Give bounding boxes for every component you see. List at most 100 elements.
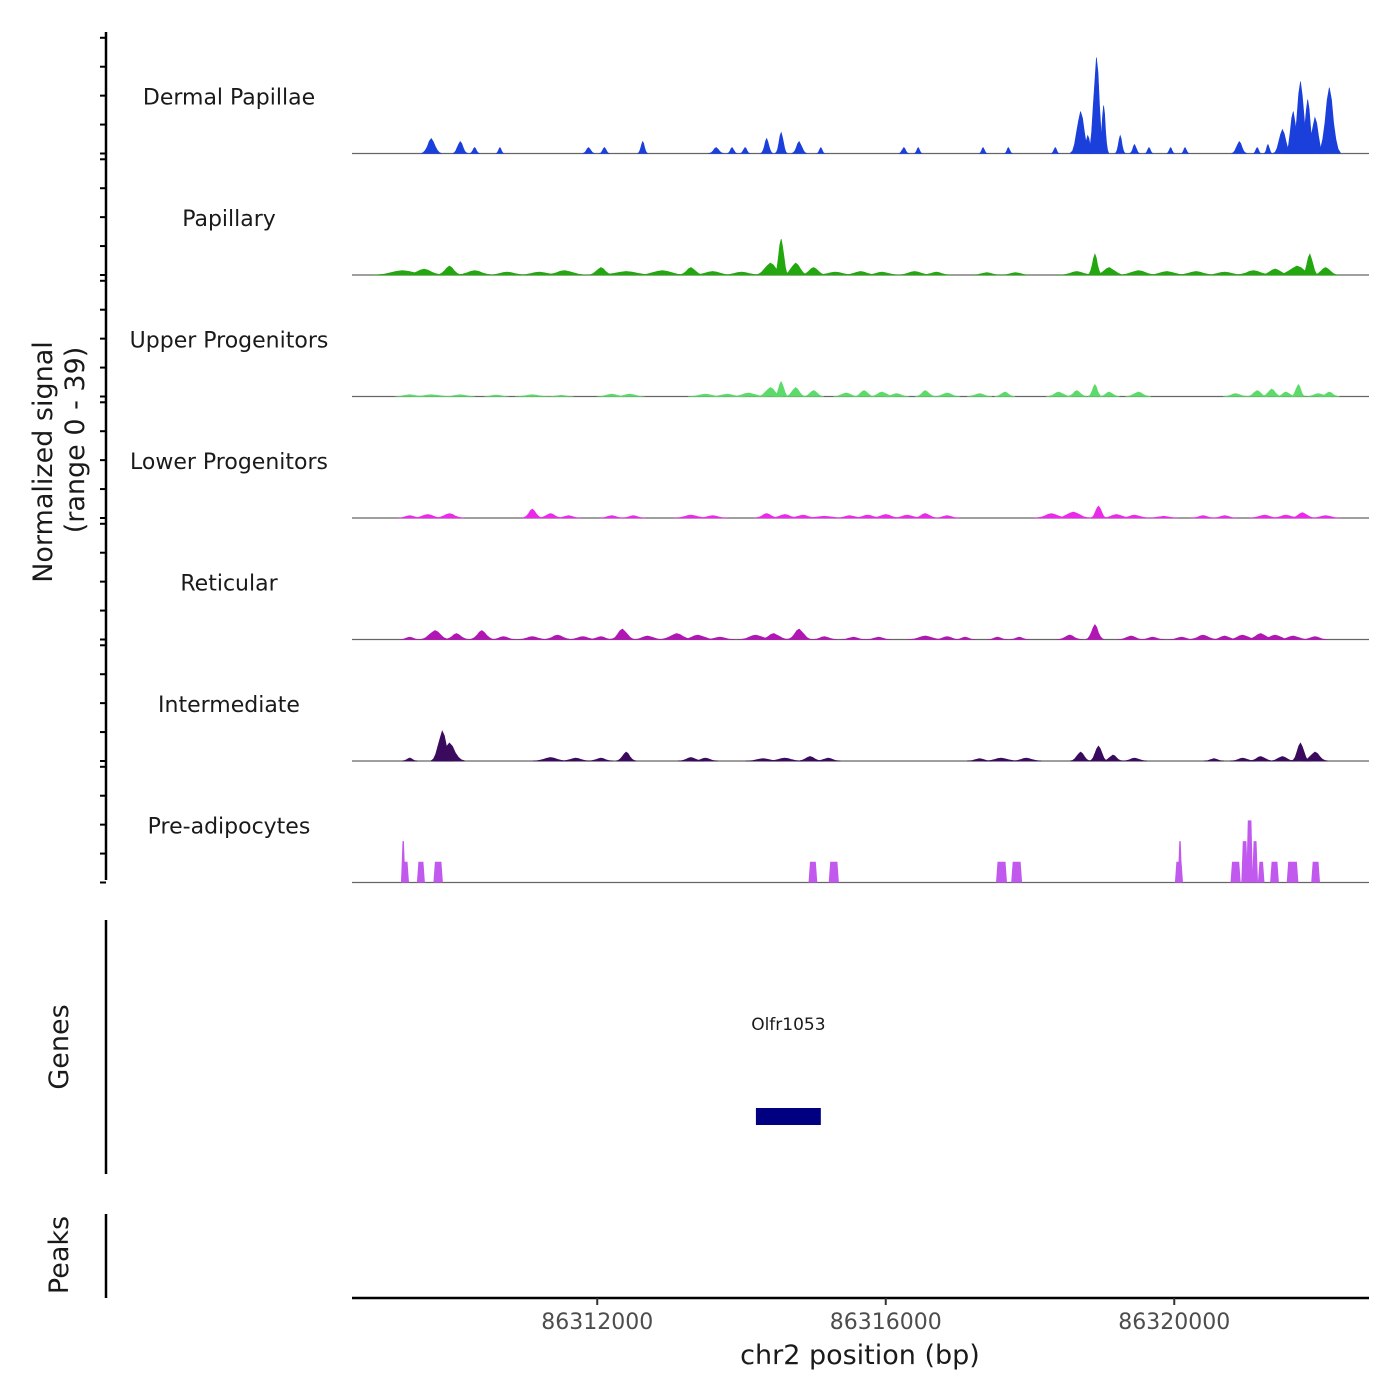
signal-tracks: Dermal Papillae Papillary Upper Progenitor…: [130, 57, 1369, 884]
signal-peak: [983, 757, 1019, 762]
signal-block: [433, 861, 443, 883]
signal-peak: [853, 390, 875, 397]
signal-peak: [708, 147, 724, 154]
track-pre-adipocytes: Pre-adipocytes: [148, 815, 1369, 884]
signal-peak: [443, 633, 470, 640]
signal-block: [1311, 861, 1320, 883]
signal-peak: [913, 146, 923, 154]
signal-peak: [632, 635, 663, 640]
signal-peak: [833, 392, 859, 397]
track-papillary: Papillary: [182, 207, 1369, 276]
signal-peak: [445, 394, 476, 397]
signal-peak: [1269, 756, 1296, 762]
signal-peak: [978, 146, 988, 154]
track-label: Upper Progenitors: [130, 329, 329, 354]
signal-peak: [1289, 512, 1316, 519]
signal-block: [1230, 861, 1241, 883]
signal-peak: [1261, 388, 1282, 397]
signal-peak: [1212, 515, 1238, 519]
signal-block: [416, 861, 425, 883]
signal-peak: [921, 271, 952, 276]
signal-peak: [1144, 146, 1154, 154]
signal-peak: [994, 391, 1016, 397]
signal-peak: [1011, 757, 1042, 762]
signal-peak: [517, 636, 548, 640]
signal-peak: [436, 265, 463, 276]
signal-peak: [1066, 390, 1088, 397]
signal-peak: [636, 270, 688, 276]
signal-peak: [1102, 754, 1124, 762]
signal-peak: [542, 634, 573, 640]
signal-peak: [758, 633, 790, 640]
signal-block: [1257, 861, 1265, 883]
signal-peak: [1118, 635, 1144, 640]
signal-peak: [483, 394, 509, 397]
gene-label: Olfr1053: [751, 1015, 825, 1035]
genes-panel: Olfr1053: [751, 1015, 826, 1125]
signal-block: [1011, 861, 1023, 883]
signal-peak: [1302, 636, 1328, 640]
signal-peak: [434, 742, 465, 762]
signal-peak: [898, 147, 910, 154]
signal-peak: [1119, 514, 1150, 519]
signal-block: [401, 841, 406, 883]
signal-peak: [599, 147, 610, 154]
signal-peak: [490, 636, 517, 640]
signal-peak: [1180, 146, 1190, 154]
signal-peak: [760, 137, 773, 154]
signal-peak: [615, 751, 637, 762]
signal-peak: [1263, 143, 1273, 154]
signal-peak: [704, 636, 735, 640]
signal-peak: [1004, 146, 1013, 154]
signal-peak: [1050, 146, 1060, 154]
signal-peak: [811, 636, 837, 640]
signal-peak: [582, 147, 595, 154]
signal-peak: [620, 515, 646, 519]
signal-block: [1177, 841, 1183, 883]
signal-peak: [1166, 146, 1175, 154]
signal-peak: [1000, 272, 1031, 276]
signal-peak: [782, 262, 809, 276]
track-lower-progenitors: Lower Progenitors: [130, 450, 1369, 519]
track-dermal-papillae: Dermal Papillae: [143, 57, 1369, 155]
signal-peak: [1125, 391, 1151, 397]
signal-peak: [1089, 745, 1108, 762]
signal-peak: [987, 636, 1008, 640]
signal-block: [996, 861, 1007, 883]
x-tick-label: 86316000: [830, 1310, 942, 1335]
signal-peak: [495, 146, 505, 154]
signal-peak: [966, 393, 993, 397]
signal-peak: [884, 393, 910, 397]
peaks-panel-label: Peaks: [44, 1216, 75, 1294]
x-tick-label: 86320000: [1118, 1310, 1230, 1335]
signal-block: [1286, 861, 1299, 883]
signal-y-axis: [100, 32, 108, 884]
signal-peak: [1248, 756, 1274, 762]
signal-peak: [402, 757, 418, 762]
signal-peak: [791, 140, 807, 154]
x-tick-label: 86312000: [541, 1310, 653, 1335]
signal-peak: [548, 394, 574, 397]
signal-peak: [522, 508, 543, 519]
signal-peak: [816, 146, 826, 154]
signal-peak: [588, 757, 614, 762]
signal-peak: [555, 515, 581, 519]
signal-peak: [955, 636, 976, 640]
signal-peak: [434, 513, 465, 519]
track-label: Reticular: [180, 572, 278, 597]
signal-peak: [1148, 515, 1179, 519]
y-axis-range: (range 0 - 39): [60, 347, 91, 534]
signal-peak: [637, 140, 648, 154]
signal-peak: [797, 756, 823, 762]
signal-peak: [1291, 383, 1306, 397]
track-label: Dermal Papillae: [143, 86, 315, 111]
signal-block: [1241, 841, 1248, 883]
signal-peak: [532, 757, 569, 762]
x-axis: 86312000 86316000 86320000: [352, 1296, 1369, 1335]
signal-peak: [1252, 146, 1262, 154]
signal-peak: [537, 513, 564, 519]
signal-peak: [514, 394, 550, 397]
signal-peak: [1301, 253, 1319, 276]
signal-peak: [1098, 105, 1109, 154]
